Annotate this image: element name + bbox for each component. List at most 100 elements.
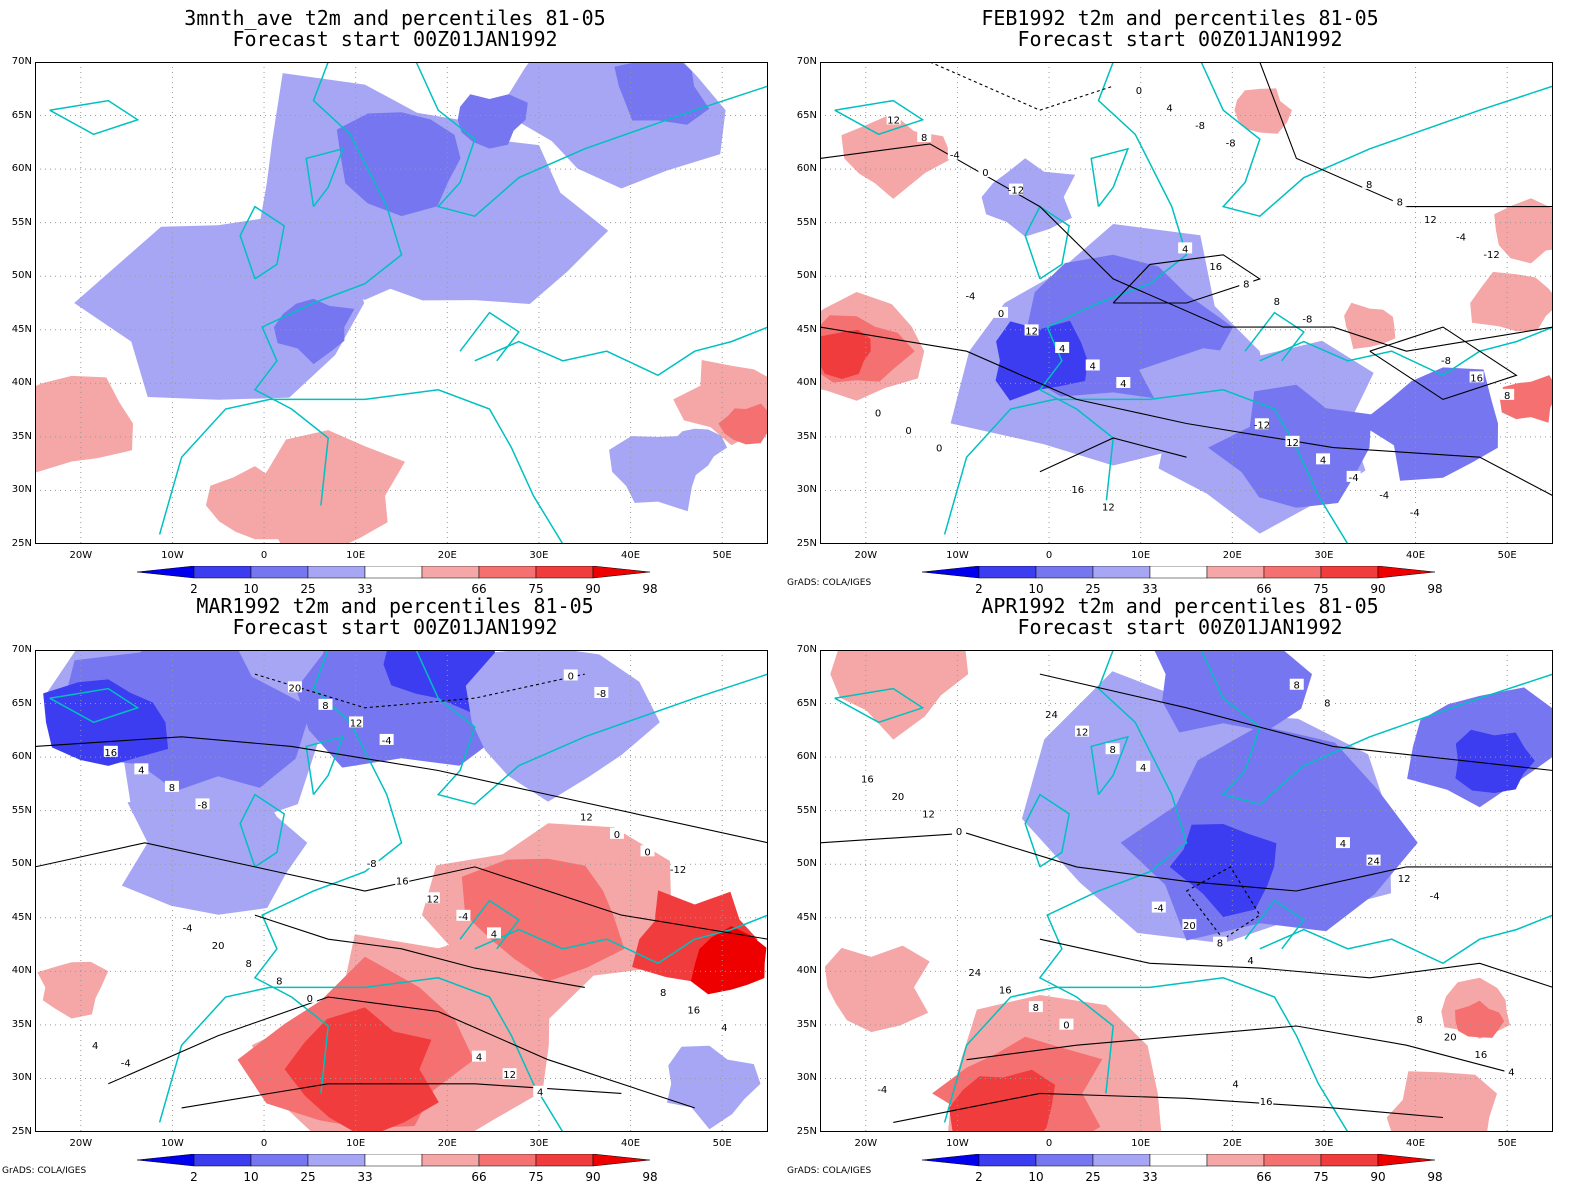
colorbar-segment [193, 1154, 252, 1167]
shading-red_75 [718, 403, 768, 445]
svg-text:-12: -12 [1008, 186, 1024, 197]
colorbar-segment [421, 566, 480, 579]
svg-text:16: 16 [999, 986, 1012, 997]
svg-text:-8: -8 [1302, 315, 1312, 326]
shading-red_66 [35, 375, 133, 473]
contour-label: -4 [963, 289, 978, 302]
svg-text:4: 4 [491, 929, 497, 940]
lat-tick-label: 65N [11, 109, 32, 121]
contour-label: 4 [1335, 837, 1350, 850]
contour-label: 12 [502, 1068, 517, 1081]
svg-text:-12: -12 [670, 865, 686, 876]
contour-label: 0 [609, 827, 624, 841]
colorbar-label: 10 [243, 1170, 258, 1184]
contour-label: 0 [302, 991, 317, 1005]
lon-tick-label: 30E [1314, 1138, 1334, 1149]
svg-text:12: 12 [1102, 502, 1115, 513]
contour-line [1369, 326, 1518, 401]
colorbar-label: 33 [357, 1170, 372, 1184]
svg-text:-4: -4 [1456, 233, 1466, 244]
contour-label: -4 [118, 1056, 133, 1069]
svg-text:4: 4 [1120, 379, 1126, 390]
colorbar-segment [307, 1154, 366, 1167]
shading-red_90 [820, 329, 871, 379]
lat-tick-label: 70N [796, 644, 817, 655]
contour-line [35, 842, 768, 940]
contour-line [929, 62, 1114, 111]
coastline [158, 389, 564, 544]
contour-label: 16 [686, 1003, 701, 1017]
contour-label: 0 [1131, 84, 1146, 97]
coastline [158, 977, 564, 1132]
colorbar-arrow-left [922, 566, 980, 579]
svg-text:-4: -4 [382, 736, 392, 747]
contour-label: 8 [1105, 743, 1120, 756]
svg-text:-4: -4 [121, 1058, 131, 1069]
lat-tick-label: 70N [11, 644, 32, 655]
coastline [49, 99, 140, 136]
svg-text:4: 4 [1140, 763, 1146, 774]
contour-label: 4 [1243, 954, 1258, 967]
contour-label: -12 [1008, 183, 1024, 197]
svg-text:0: 0 [905, 426, 911, 437]
lat-tick-label: 60N [11, 751, 32, 763]
shading-blue_33 [981, 158, 1076, 237]
svg-text:16: 16 [1071, 485, 1084, 496]
contour-label: -4 [1427, 889, 1442, 903]
contour-label: 8 [656, 986, 671, 999]
lon-tick-label: 20E [1222, 1138, 1242, 1149]
colorbar-label: 33 [1142, 1170, 1157, 1184]
coastline [459, 311, 520, 362]
lon-tick-label: 30E [529, 550, 549, 561]
contour-label: 8 [318, 698, 333, 712]
contour-label: 20 [287, 681, 302, 694]
contour-label: 12 [886, 113, 901, 126]
shading-blue_10 [995, 320, 1088, 401]
svg-text:8: 8 [1033, 1003, 1039, 1014]
lat-tick-label: 65N [11, 697, 32, 709]
contour-label: -4 [947, 148, 962, 162]
map-panel-feb: FEB1992 t2m and percentiles 81-05 Forecas… [785, 0, 1575, 598]
colorbar-segment [250, 566, 309, 579]
contour-label: 0 [932, 441, 947, 454]
shading-blue_25 [457, 94, 528, 149]
contour-label: 4 [472, 1050, 487, 1064]
contour-label: 8 [272, 974, 287, 987]
colorbar-segment [1206, 1154, 1265, 1167]
colorbar-segment [1149, 1154, 1208, 1167]
svg-text:4: 4 [138, 765, 144, 776]
colorbar-label: 75 [1313, 1170, 1328, 1184]
svg-text:12: 12 [1398, 874, 1411, 885]
lat-tick-label: 50N [11, 270, 32, 282]
colorbar-segment [1263, 1154, 1322, 1167]
contour-label: 8 [1412, 1012, 1427, 1026]
shading-blue_33 [74, 215, 365, 400]
svg-text:-8: -8 [198, 800, 208, 811]
lon-tick-label: 20W [69, 550, 93, 561]
contour-label: 12 [579, 810, 594, 823]
svg-text:12: 12 [1025, 326, 1038, 337]
contour-label: -12 [1254, 418, 1270, 431]
colorbar-segment [535, 1154, 594, 1167]
lat-tick-label: 25N [796, 538, 817, 549]
coastline [459, 899, 520, 950]
lat-tick-label: 65N [796, 697, 817, 709]
colorbar-segment [1320, 1154, 1379, 1167]
svg-text:8: 8 [1109, 745, 1115, 756]
coastline [1024, 205, 1071, 280]
lat-tick-label: 25N [11, 538, 32, 549]
contour-label: 8 [1212, 936, 1227, 950]
svg-text:16: 16 [104, 748, 117, 759]
coastline [239, 793, 286, 868]
coastline [239, 205, 286, 280]
contour-line [1186, 866, 1261, 940]
lon-tick-label: 0 [1045, 550, 1053, 561]
contour-label: -4 [875, 1083, 890, 1096]
map-plot [35, 62, 768, 544]
lon-tick-label: 0 [260, 1138, 268, 1149]
contour-line [1039, 673, 1553, 772]
lon-tick-label: 40E [1406, 1138, 1426, 1149]
contour-label: 8 [1028, 1001, 1043, 1014]
svg-text:0: 0 [998, 309, 1004, 320]
contour-label: 16 [998, 983, 1013, 997]
